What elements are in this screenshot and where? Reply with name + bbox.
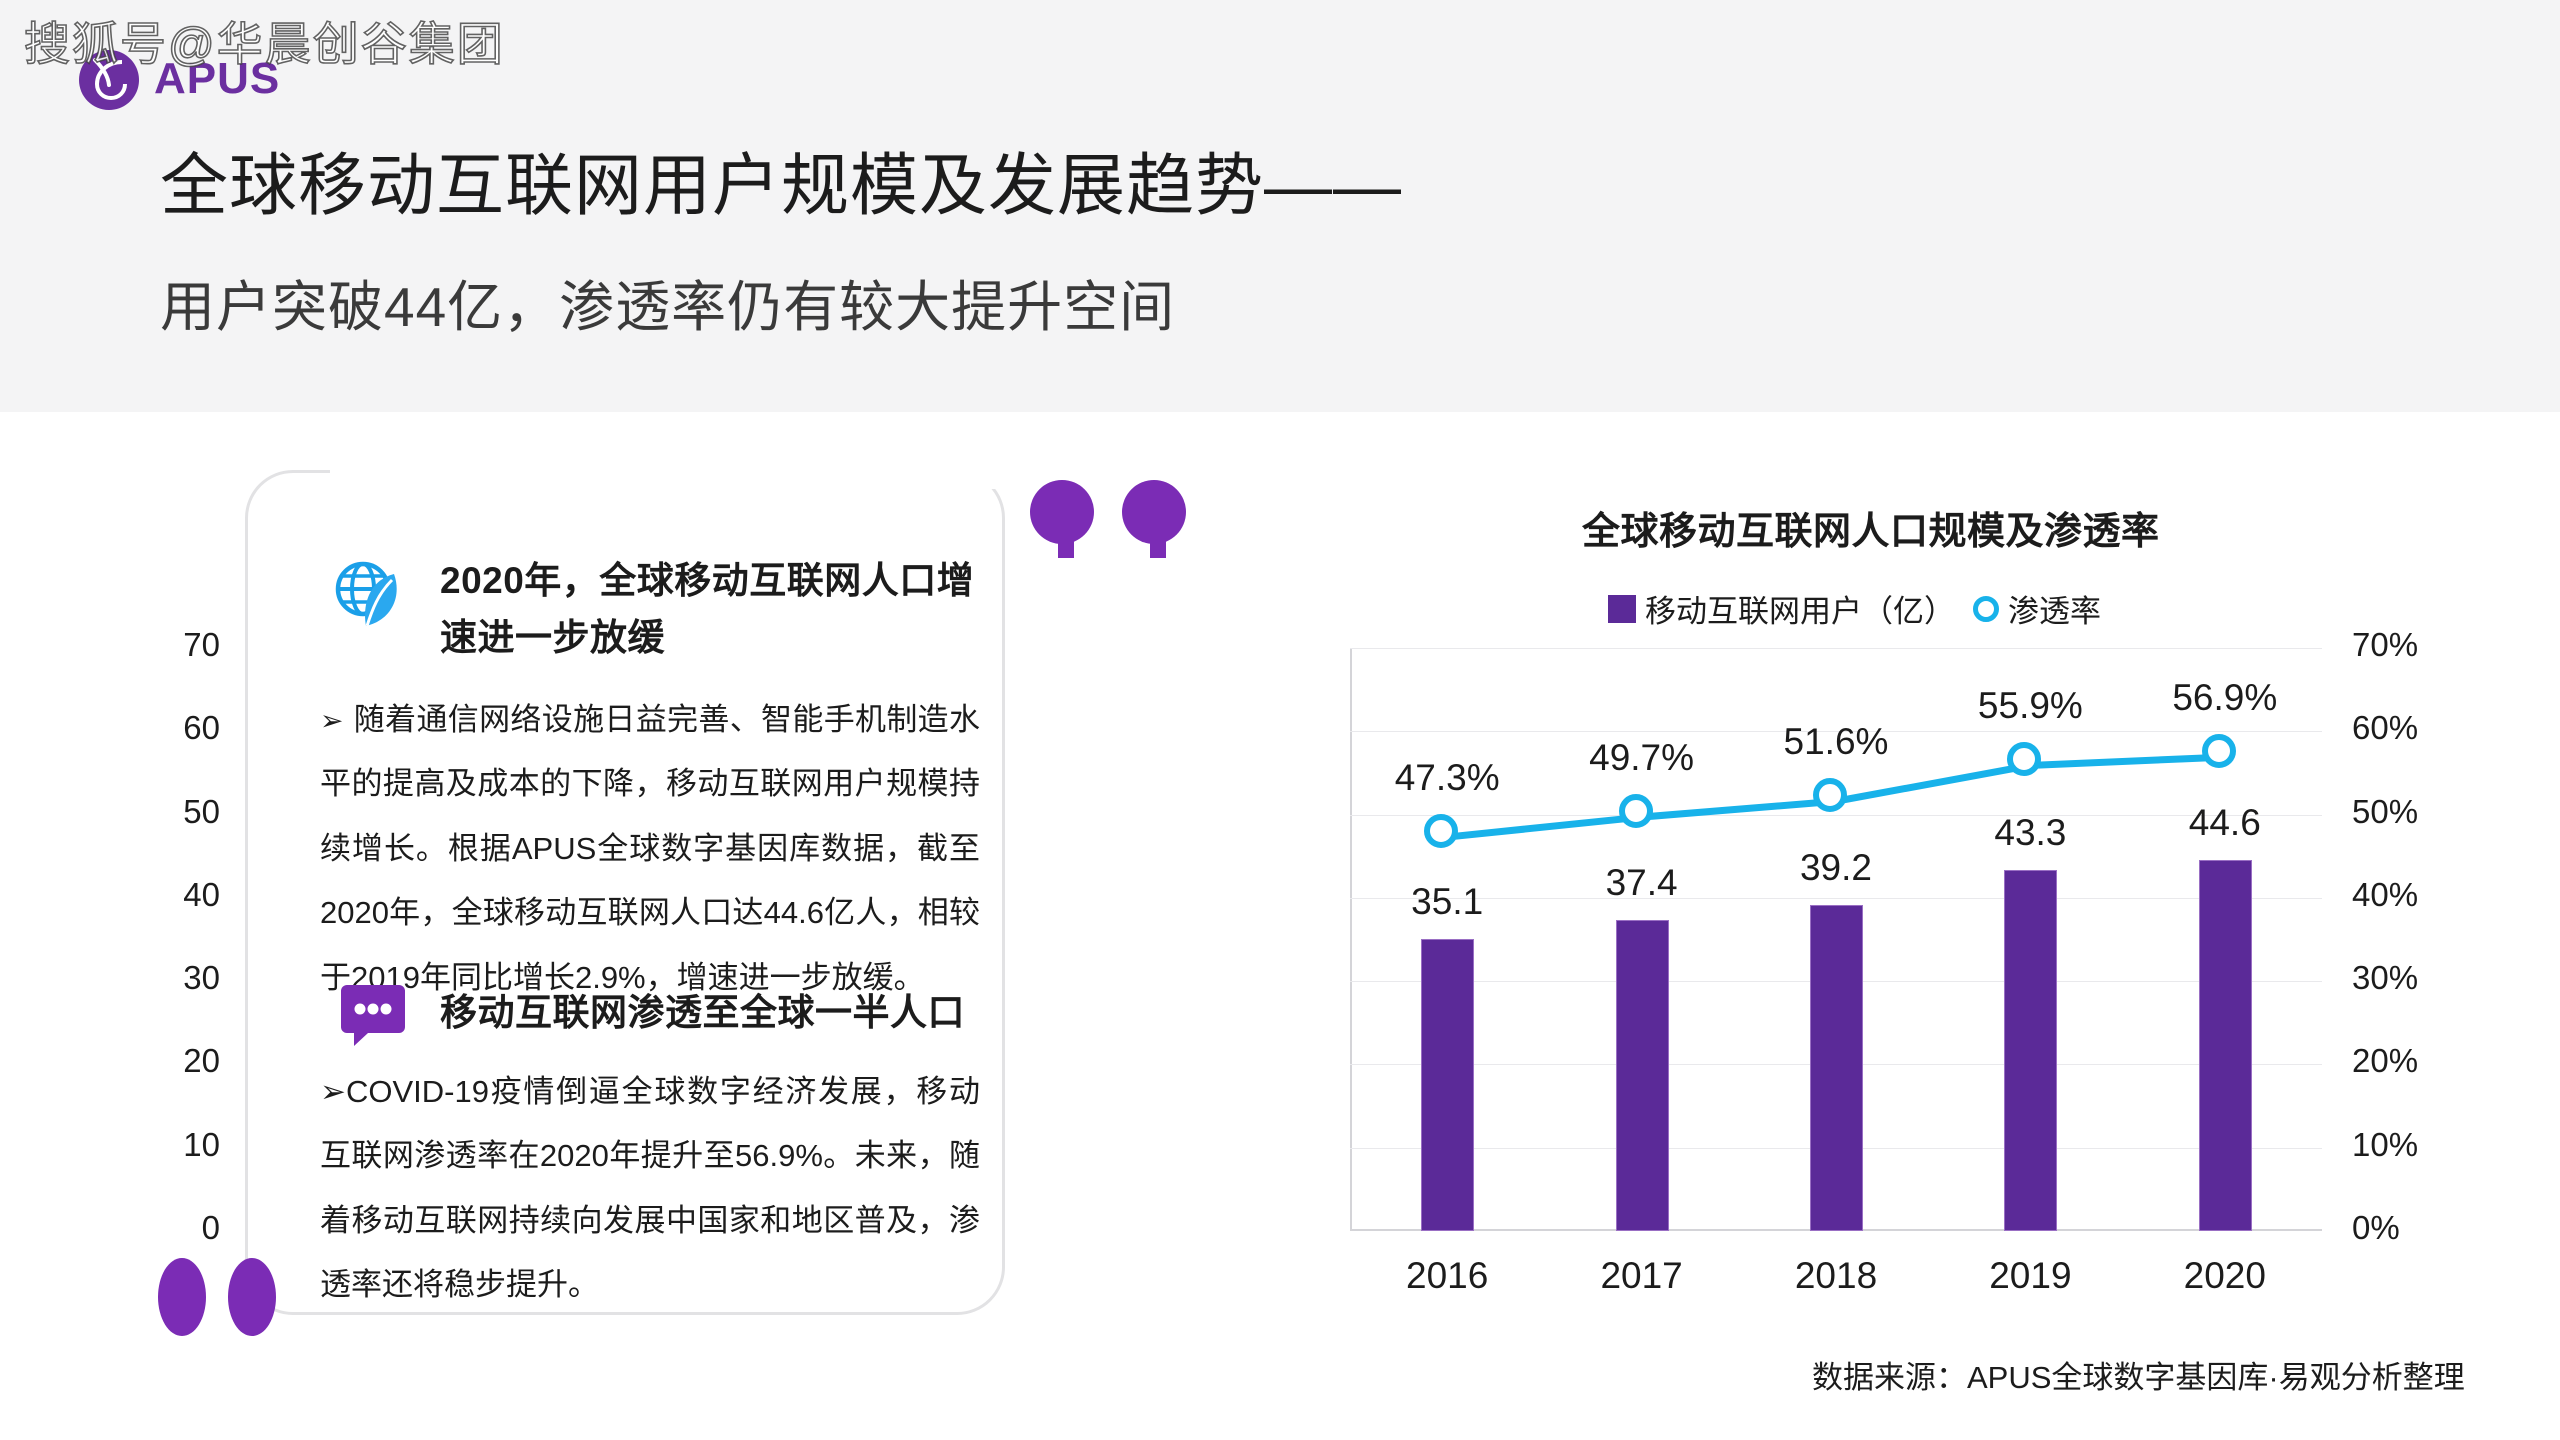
line-point-marker [1813,778,1847,813]
bar-value-label: 35.1 [1411,880,1484,922]
y-axis-right-tick: 30% [2352,959,2419,997]
x-axis-tick: 2017 [1600,1255,1683,1296]
section-1-body-text: 随着通信网络设施日益完善、智能手机制造水平的提高及成本的下降，移动互联网用户规模… [320,702,980,995]
y-axis-right-tick: 70% [2352,626,2419,663]
y-axis-left-tick: 10 [183,1125,220,1163]
line-point-marker [1618,794,1653,829]
chart-bar [1810,904,1863,1231]
chart-gridline [1350,731,2322,733]
bullet-arrow-icon: ➢ [320,705,344,736]
chart-plot-area [1350,648,2322,1231]
legend-line-swatch-icon [1973,595,1999,622]
chart-source: 数据来源：APUS全球数字基因库·易观分析整理 [1812,1360,2465,1395]
chart-bar [1421,938,1475,1231]
penetration-line-series [1446,753,2225,841]
y-axis-left-tick: 30 [183,959,220,997]
legend-line-label: 渗透率 [2008,594,2101,629]
y-axis-right-tick: 20% [2352,1042,2419,1080]
bar-value-label: 43.3 [1994,812,2067,854]
apus-logo-mark [78,48,140,110]
apus-logo-text: APUS [154,54,281,103]
section-2-body-text: COVID-19疫情倒逼全球数字经济发展，移动互联网渗透率在2020年提升至56… [320,1074,980,1303]
chart-gridline [1350,814,2322,816]
line-point-marker [1424,814,1459,849]
bar-value-label: 39.2 [1799,846,1872,888]
bullet-arrow-icon: ➢ [320,1074,346,1109]
y-axis-left-tick: 60 [183,709,220,747]
chart-bar [1615,919,1669,1231]
quote-mark-icon [1122,480,1186,558]
y-axis-right-tick: 0% [2352,1209,2400,1246]
legend-bar-label: 移动互联网用户（亿） [1645,594,1955,629]
section-2-body: ➢COVID-19疫情倒逼全球数字经济发展，移动互联网渗透率在2020年提升至5… [320,1060,980,1318]
chart-title: 全球移动互联网人口规模及渗透率 [1582,511,2160,553]
y-axis-right-tick: 60% [2352,709,2419,747]
x-axis-tick: 2018 [1794,1255,1878,1296]
bar-value-label: 37.4 [1605,861,1678,903]
x-axis-tick: 2016 [1406,1255,1489,1296]
x-axis-tick: 2020 [2183,1255,2266,1296]
card-top-gap-mask [330,455,1030,489]
chart-left-axis [1350,648,1352,1231]
page-title: 全球移动互联网用户规模及发展趋势—— [160,148,1403,224]
section-2-heading: 移动互联网渗透至全球一半人口 [440,992,965,1033]
y-axis-left-tick: 70 [183,626,220,663]
x-axis-tick: 2019 [1989,1255,2072,1296]
chart-gridline [1350,648,2322,649]
line-value-label: 49.7% [1589,737,1695,779]
y-axis-right-tick: 50% [2352,792,2419,830]
y-axis-left-tick: 20 [183,1042,220,1080]
chart-gridline [1350,897,2322,899]
speech-bubble-icon [340,984,410,1046]
bar-value-label: 44.6 [2188,801,2261,843]
line-point-marker [2201,734,2236,769]
quote-mark-icon [158,1258,206,1336]
quote-decor-top [1030,480,1186,558]
line-value-label: 56.9% [2172,677,2278,719]
y-axis-right-tick: 40% [2352,875,2419,913]
apus-bird-icon [79,50,139,110]
legend-item-line: 渗透率 [1973,586,2101,631]
line-value-label: 55.9% [1977,685,2083,727]
header-band [0,0,2560,412]
y-axis-left-tick: 0 [201,1209,220,1246]
legend-bar-swatch-icon [1608,594,1636,623]
quote-mark-icon [228,1258,276,1336]
y-axis-right-tick: 10% [2352,1125,2419,1163]
line-value-label: 47.3% [1394,757,1500,799]
chart-bar [2198,859,2252,1231]
line-value-label: 51.6% [1783,721,1889,763]
quote-mark-icon [1030,480,1094,558]
y-axis-left-tick: 50 [183,792,220,830]
legend-item-bar: 移动互联网用户（亿） [1608,586,1955,631]
section-1-heading: 2020年，全球移动互联网人口增速进一步放缓 [440,560,975,659]
quote-decor-bottom [158,1258,276,1336]
page-subtitle: 用户突破44亿，渗透率仍有较大提升空间 [160,276,1176,338]
chart-legend: 移动互联网用户（亿） 渗透率 [1608,586,2101,631]
globe-leaf-icon [330,556,406,632]
y-axis-left-tick: 40 [183,875,220,913]
apus-logo: APUS [78,48,280,110]
chart-bar [2004,870,2058,1231]
line-point-marker [2007,742,2042,777]
section-1-body: ➢ 随着通信网络设施日益完善、智能手机制造水平的提高及成本的下降，移动互联网用户规… [320,688,980,1010]
